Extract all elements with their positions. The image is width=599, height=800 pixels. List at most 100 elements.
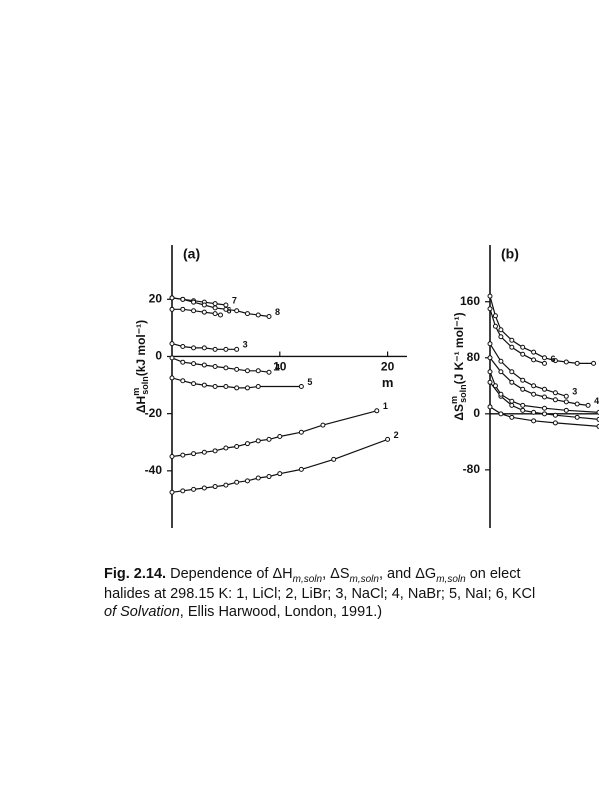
y-axis-label: ΔHmsoln(kJ mol⁻¹) [131, 320, 150, 413]
y-label-sub: soln [458, 384, 468, 403]
data-point [487, 369, 493, 375]
data-point [255, 384, 261, 389]
data-point [223, 365, 229, 371]
data-point [492, 323, 498, 329]
series-label: 3 [243, 340, 248, 350]
data-point [212, 346, 218, 352]
series-label: 8 [275, 307, 280, 317]
caption-label: Fig. 2.14. [104, 566, 167, 582]
series-label: 4 [275, 363, 280, 373]
data-point [223, 306, 229, 312]
data-point [498, 327, 504, 333]
data-point [212, 311, 218, 317]
series-label: 3 [572, 387, 577, 397]
data-point [509, 398, 515, 404]
y-axis-label: ΔSmsoln(J K⁻¹ mol⁻¹) [449, 312, 468, 420]
data-point [542, 405, 547, 411]
panel-title: (b) [501, 246, 519, 262]
y-tick-label: 0 [155, 349, 162, 363]
data-point [180, 452, 186, 458]
y-tick-label: 80 [467, 350, 481, 364]
y-tick-label: 160 [460, 294, 480, 308]
data-point [487, 404, 493, 410]
data-point [563, 359, 569, 365]
series-line [171, 438, 388, 493]
y-label-unit: (J K⁻¹ mol⁻¹) [452, 312, 466, 384]
data-point [255, 438, 261, 444]
data-point [266, 436, 272, 442]
data-point [487, 341, 493, 347]
data-point [498, 369, 504, 375]
data-point [531, 357, 537, 363]
data-point [223, 482, 229, 488]
data-point [212, 301, 218, 307]
data-point [320, 422, 326, 428]
data-point [201, 382, 207, 388]
data-point [180, 296, 186, 302]
series-line [489, 308, 545, 364]
caption-line: Fig. 2.14. Dependence of ΔHm,soln, ΔSm,s… [104, 566, 521, 585]
series-label: 1 [383, 401, 388, 411]
data-point [542, 355, 547, 361]
data-point [169, 489, 175, 495]
data-point [487, 293, 493, 299]
data-point [223, 346, 229, 352]
y-label-sup: m [131, 388, 141, 396]
data-point [552, 358, 558, 364]
data-point [255, 475, 261, 481]
data-point [234, 479, 240, 485]
data-point [191, 308, 197, 314]
caption-sub: m,soln [436, 573, 466, 585]
series-line [171, 377, 302, 389]
data-point [244, 478, 250, 484]
data-point [574, 360, 580, 366]
data-point [266, 369, 272, 375]
y-label-symbol: ΔH [134, 396, 148, 413]
series-label: 6 [551, 354, 556, 364]
caption-line: halides at 298.15 K: 1, LiCl; 2, LiBr; 3… [104, 586, 535, 602]
data-point [385, 436, 391, 442]
data-point [180, 488, 186, 494]
caption-text: Dependence of ΔH [170, 566, 293, 582]
data-point [574, 414, 580, 420]
data-point [234, 308, 240, 314]
data-point [169, 341, 175, 347]
data-point [234, 385, 240, 391]
data-point [201, 345, 207, 351]
data-point [552, 397, 558, 403]
series-label: 6 [227, 305, 232, 315]
data-point [223, 302, 229, 308]
data-point [487, 306, 493, 312]
caption-text: on elect [465, 566, 521, 582]
data-point [591, 360, 597, 366]
data-point [212, 363, 218, 369]
data-point [298, 429, 304, 435]
series-line [489, 357, 589, 406]
data-point [244, 368, 250, 374]
data-point [509, 369, 515, 375]
data-point [498, 391, 504, 397]
caption-line: of Solvation, Ellis Harwood, London, 199… [104, 604, 382, 620]
caption-italic: of Solvation [104, 604, 180, 620]
data-point [563, 399, 569, 405]
data-point [191, 381, 197, 387]
data-point [223, 445, 229, 451]
data-point [509, 344, 515, 350]
data-point [509, 402, 515, 408]
caption-text: , and ΔG [378, 566, 437, 582]
data-point [244, 311, 250, 317]
data-point [552, 412, 558, 418]
data-point [520, 386, 526, 392]
series-line [171, 297, 270, 318]
data-point [492, 383, 498, 389]
data-point [509, 414, 515, 420]
data-point [563, 393, 569, 399]
data-point [542, 360, 547, 366]
data-point [509, 337, 515, 343]
panel-title: (a) [183, 246, 200, 262]
data-point [531, 418, 537, 424]
data-point [191, 451, 197, 457]
data-point [169, 295, 175, 301]
data-point [218, 312, 224, 318]
data-point [552, 420, 558, 426]
